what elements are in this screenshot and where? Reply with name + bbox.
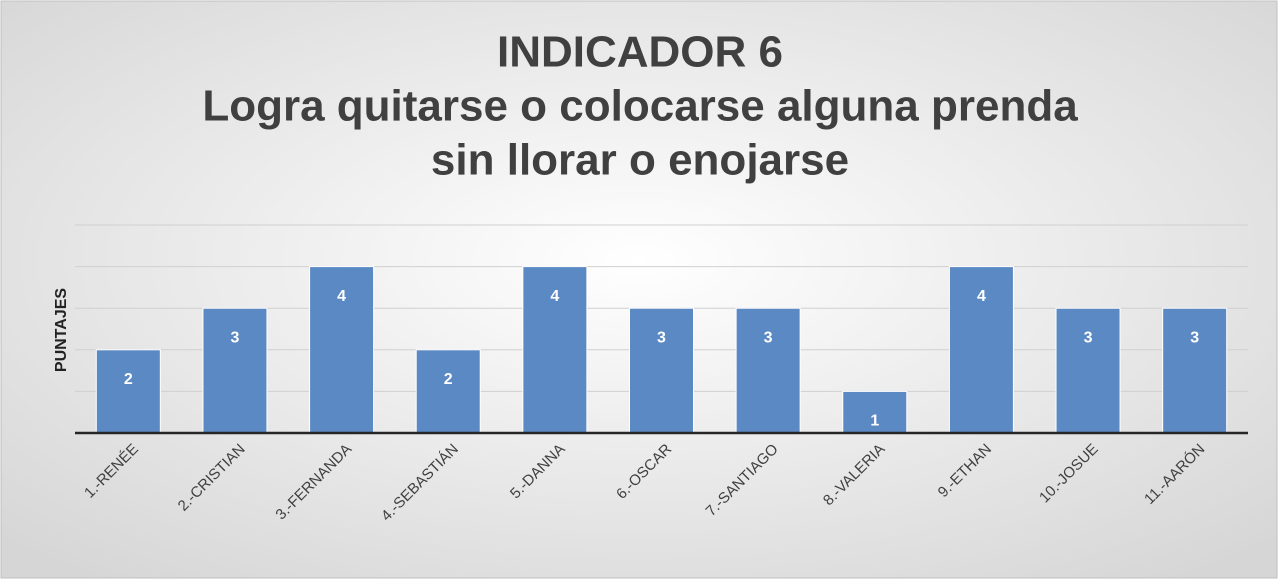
- bar: [202, 307, 268, 434]
- bar: [629, 307, 694, 434]
- y-axis-label: PUNTAJES: [53, 288, 70, 372]
- data-label: 4: [337, 288, 346, 305]
- data-label: 3: [231, 329, 240, 346]
- bar: [95, 349, 161, 434]
- bar: [309, 266, 375, 434]
- chart-title: sin llorar o enojarse: [431, 136, 849, 185]
- data-label: 2: [124, 371, 133, 388]
- bar: [415, 349, 481, 434]
- bar: [735, 307, 801, 434]
- bar: [842, 390, 908, 434]
- chart-title: INDICADOR 6: [497, 28, 783, 77]
- data-label: 3: [764, 329, 773, 346]
- data-label: 1: [870, 413, 879, 430]
- bar: [948, 266, 1014, 434]
- chart-title: Logra quitarse o colocarse alguna prenda: [202, 82, 1078, 131]
- data-label: 2: [444, 371, 453, 388]
- bar: [1055, 307, 1121, 434]
- data-label: 3: [1190, 329, 1199, 346]
- data-label: 4: [977, 288, 986, 305]
- data-label: 3: [1084, 329, 1093, 346]
- data-label: 3: [657, 329, 666, 346]
- bar: [1162, 307, 1228, 434]
- data-label: 4: [550, 288, 559, 305]
- bar: [522, 266, 588, 434]
